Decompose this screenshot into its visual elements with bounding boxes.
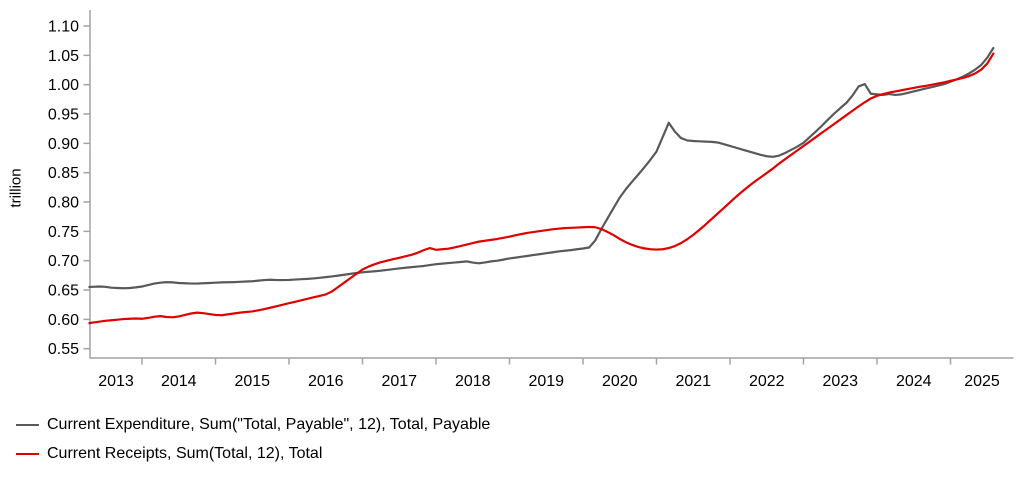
chart-legend: Current Expenditure, Sum("Total, Payable… [16, 410, 490, 468]
y-tick-label: 0.80 [48, 195, 79, 212]
x-tick-label: 2022 [749, 373, 785, 390]
legend-item-receipts: Current Receipts, Sum(Total, 12), Total [16, 439, 490, 468]
receipts-line [88, 52, 995, 325]
x-tick-label: 2018 [455, 373, 491, 390]
x-tick-label: 2016 [308, 373, 344, 390]
y-tick-label: 0.65 [48, 283, 79, 300]
x-tick-label: 2014 [161, 373, 197, 390]
x-tick-label: 2023 [822, 373, 858, 390]
x-tick-label: 2015 [234, 373, 270, 390]
expenditure-line-swatch-icon [16, 423, 39, 426]
legend-item-expenditure: Current Expenditure, Sum("Total, Payable… [16, 410, 490, 439]
legend-label-expenditure: Current Expenditure, Sum("Total, Payable… [47, 415, 491, 433]
x-tick-label: 2020 [602, 373, 638, 390]
y-tick-label: 1.00 [48, 77, 79, 94]
y-tick-label: 1.05 [48, 48, 79, 65]
legend-label-receipts: Current Receipts, Sum(Total, 12), Total [47, 444, 323, 462]
x-tick-label: 2019 [528, 373, 564, 390]
x-tick-label: 2024 [896, 373, 932, 390]
y-tick-label: 0.60 [48, 312, 79, 329]
y-tick-label: 0.75 [48, 224, 79, 241]
receipts-line-swatch-icon [16, 452, 39, 455]
y-tick-label: 0.95 [48, 107, 79, 124]
x-tick-label: 2017 [381, 373, 417, 390]
y-axis-title: trillion [7, 168, 25, 208]
x-tick-label: 2013 [98, 373, 134, 390]
expenditure-line [88, 46, 995, 290]
axis-frame [89, 10, 1014, 359]
y-tick-label: 0.90 [48, 136, 79, 153]
y-tick-label: 0.55 [48, 341, 79, 358]
x-tick-label: 2021 [675, 373, 711, 390]
y-tick-label: 0.85 [48, 165, 79, 182]
x-tick-label: 2025 [964, 373, 1000, 390]
y-tick-label: 0.70 [48, 253, 79, 270]
y-tick-label: 1.10 [48, 19, 79, 36]
